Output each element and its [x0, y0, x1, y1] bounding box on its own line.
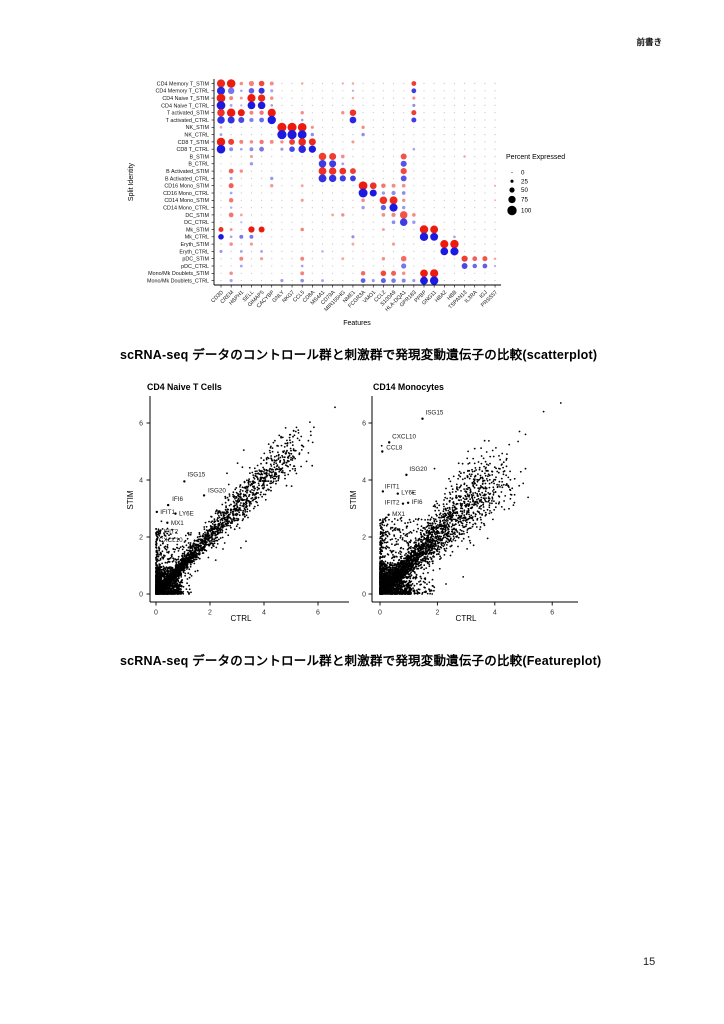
- svg-text:75: 75: [521, 197, 528, 204]
- svg-text:DC_STIM: DC_STIM: [185, 213, 209, 219]
- svg-text:NK_CTRL: NK_CTRL: [184, 133, 209, 139]
- svg-text:6: 6: [550, 610, 554, 617]
- scatter-cd4-naive-t: 0 2 4 6 0 2 4 6 CD4 Naive T Cells CTRL STIM ISG15 IS…: [126, 382, 349, 623]
- svg-text:MX1: MX1: [171, 520, 184, 527]
- svg-text:CD4 Memory T_STIM: CD4 Memory T_STIM: [157, 81, 210, 87]
- svg-text:6: 6: [362, 420, 366, 427]
- svg-text:DC_CTRL: DC_CTRL: [184, 220, 209, 226]
- svg-text:0: 0: [378, 610, 382, 617]
- svg-text:pDC_CTRL: pDC_CTRL: [181, 264, 209, 270]
- svg-text:CTRL: CTRL: [456, 614, 477, 623]
- svg-text:CD14 Mono_CTRL: CD14 Mono_CTRL: [163, 206, 209, 212]
- svg-text:IFI6: IFI6: [172, 496, 183, 503]
- svg-text:6: 6: [316, 610, 320, 617]
- svg-text:50: 50: [521, 187, 528, 194]
- svg-text:T activated_CTRL: T activated_CTRL: [166, 118, 209, 124]
- svg-text:B_STIM: B_STIM: [190, 154, 210, 160]
- svg-text:T activated_STIM: T activated_STIM: [167, 111, 210, 117]
- svg-text:B Activated_CTRL: B Activated_CTRL: [165, 176, 209, 182]
- svg-text:CD4 Naive T Cells: CD4 Naive T Cells: [147, 382, 222, 392]
- svg-text:B_CTRL: B_CTRL: [188, 162, 209, 168]
- svg-text:ISG15: ISG15: [187, 471, 205, 478]
- svg-text:STIM: STIM: [126, 490, 135, 509]
- svg-text:100: 100: [521, 208, 532, 215]
- svg-text:4: 4: [139, 477, 143, 484]
- page-header-label: 前書き: [636, 37, 662, 47]
- svg-text:CD4 Memory T_CTRL: CD4 Memory T_CTRL: [155, 89, 209, 95]
- svg-text:CD14 Monocytes: CD14 Monocytes: [373, 382, 444, 392]
- svg-text:CD8 T_STIM: CD8 T_STIM: [178, 140, 210, 146]
- svg-text:4: 4: [493, 610, 497, 617]
- section-heading-featureplot: scRNA-seq データのコントロール群と刺激群で発現変動遺伝子の比較(Fea…: [120, 654, 602, 668]
- svg-text:Eryth_CTRL: Eryth_CTRL: [179, 249, 209, 255]
- svg-text:25: 25: [521, 178, 528, 185]
- svg-text:2: 2: [208, 610, 212, 617]
- svg-text:IFIT2: IFIT2: [164, 528, 179, 535]
- dotplot-legend: Percent Expressed 025 50 75 100: [506, 154, 565, 216]
- svg-text:CTRL: CTRL: [231, 614, 252, 623]
- svg-text:4: 4: [262, 610, 266, 617]
- svg-text:CD4 Naive T_STIM: CD4 Naive T_STIM: [162, 96, 209, 102]
- svg-text:0: 0: [362, 591, 366, 598]
- svg-text:0: 0: [154, 610, 158, 617]
- svg-text:CD14 Mono_STIM: CD14 Mono_STIM: [164, 198, 209, 204]
- svg-text:CD16 Mono_STIM: CD16 Mono_STIM: [164, 184, 209, 190]
- svg-text:CD4 Naive T_CTRL: CD4 Naive T_CTRL: [161, 103, 209, 109]
- svg-text:Eryth_STIM: Eryth_STIM: [181, 242, 210, 248]
- svg-text:CD16 Mono_CTRL: CD16 Mono_CTRL: [163, 191, 209, 197]
- section-heading-scatterplot: scRNA-seq データのコントロール群と刺激群で発現変動遺伝子の比較(sca…: [120, 348, 598, 362]
- svg-text:ISG20: ISG20: [208, 487, 226, 494]
- svg-text:2: 2: [435, 610, 439, 617]
- svg-text:Mono/Mk Doublets_STIM: Mono/Mk Doublets_STIM: [148, 271, 209, 277]
- svg-text:LY6E: LY6E: [179, 511, 194, 518]
- svg-text:STIM: STIM: [349, 490, 358, 509]
- svg-text:Mono/Mk Doublets_CTRL: Mono/Mk Doublets_CTRL: [147, 279, 209, 285]
- svg-text:CD8 T_CTRL: CD8 T_CTRL: [176, 147, 209, 153]
- svg-text:Mk_STIM: Mk_STIM: [186, 227, 210, 233]
- svg-text:Split Identity: Split Identity: [128, 162, 135, 201]
- svg-text:Mk_CTRL: Mk_CTRL: [185, 235, 209, 241]
- svg-text:Features: Features: [343, 320, 371, 327]
- svg-text:0: 0: [139, 591, 143, 598]
- svg-text:B Activated_STIM: B Activated_STIM: [166, 169, 209, 175]
- svg-text:6: 6: [139, 420, 143, 427]
- svg-text:2: 2: [139, 534, 143, 541]
- svg-text:Percent Expressed: Percent Expressed: [506, 154, 565, 161]
- svg-text:2: 2: [362, 534, 366, 541]
- svg-text:CXCL10: CXCL10: [159, 537, 183, 544]
- svg-text:IGJ: IGJ: [479, 289, 489, 299]
- svg-text:NK_STIM: NK_STIM: [186, 125, 210, 131]
- svg-text:IFIT1: IFIT1: [160, 509, 175, 516]
- page-number: 15: [643, 956, 656, 968]
- svg-text:pDC_STIM: pDC_STIM: [182, 257, 209, 263]
- svg-text:4: 4: [362, 477, 366, 484]
- svg-text:0: 0: [521, 170, 525, 177]
